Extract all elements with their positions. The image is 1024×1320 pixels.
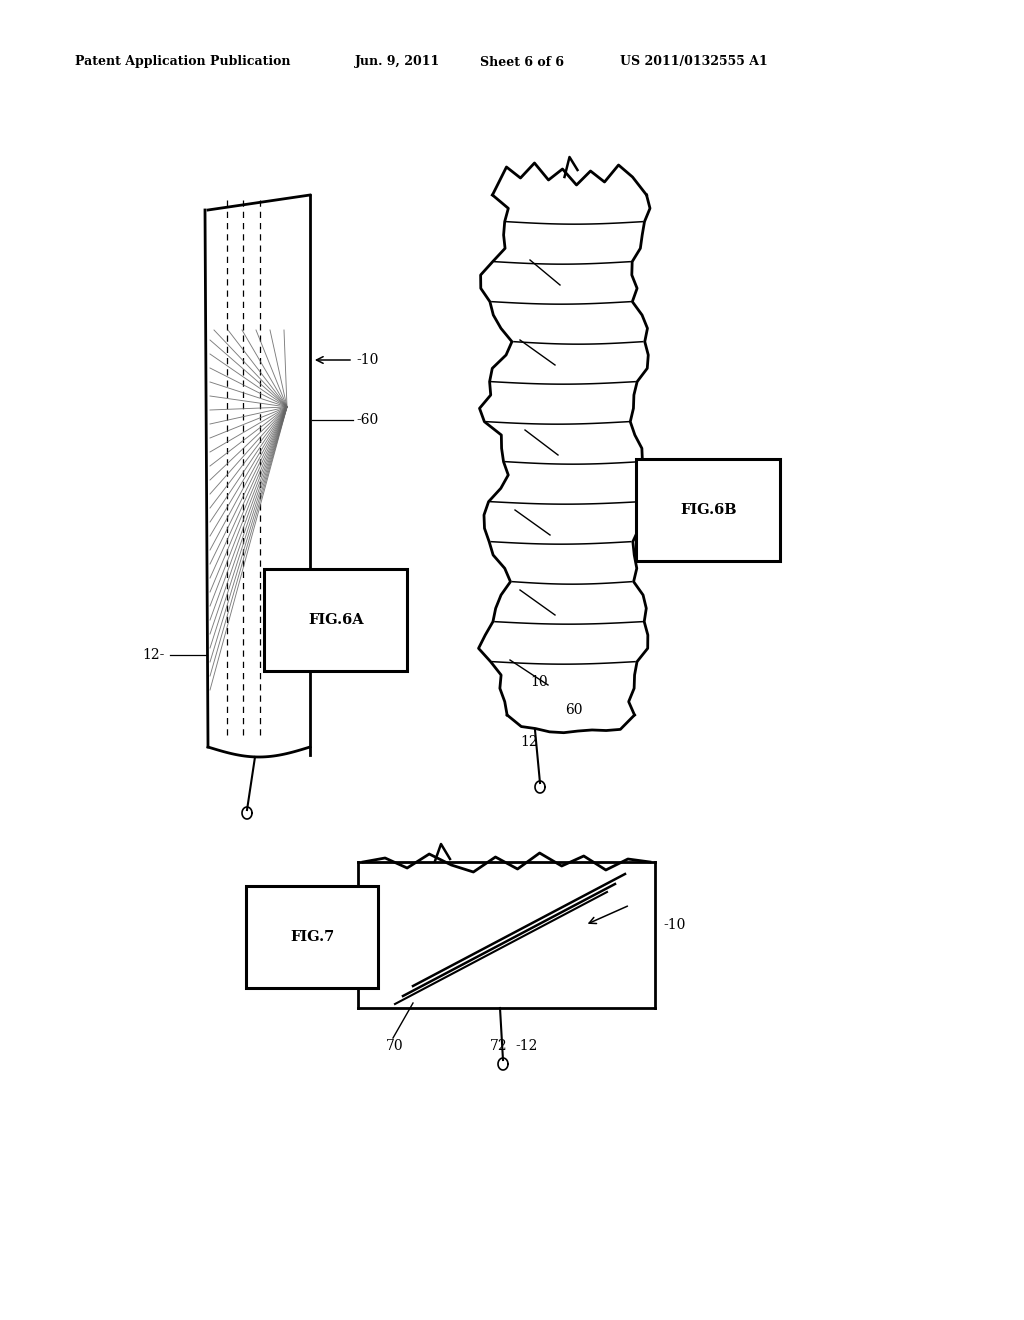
Text: Jun. 9, 2011: Jun. 9, 2011 [355, 55, 440, 69]
Text: 72: 72 [490, 1039, 508, 1053]
Text: -12: -12 [515, 1039, 538, 1053]
Text: FIG.6A: FIG.6A [308, 612, 364, 627]
Text: Sheet 6 of 6: Sheet 6 of 6 [480, 55, 564, 69]
Text: -10: -10 [663, 917, 685, 932]
Text: FIG.6B: FIG.6B [680, 503, 736, 517]
Text: 12: 12 [520, 735, 538, 748]
Text: -10: -10 [356, 352, 379, 367]
Text: -60: -60 [356, 413, 378, 426]
Text: 70: 70 [386, 1039, 403, 1053]
Text: US 2011/0132555 A1: US 2011/0132555 A1 [620, 55, 768, 69]
Text: FIG.7: FIG.7 [290, 931, 334, 944]
Text: 12-: 12- [142, 648, 165, 663]
Text: Patent Application Publication: Patent Application Publication [75, 55, 291, 69]
Text: 10: 10 [530, 675, 548, 689]
Text: 60: 60 [565, 704, 583, 717]
